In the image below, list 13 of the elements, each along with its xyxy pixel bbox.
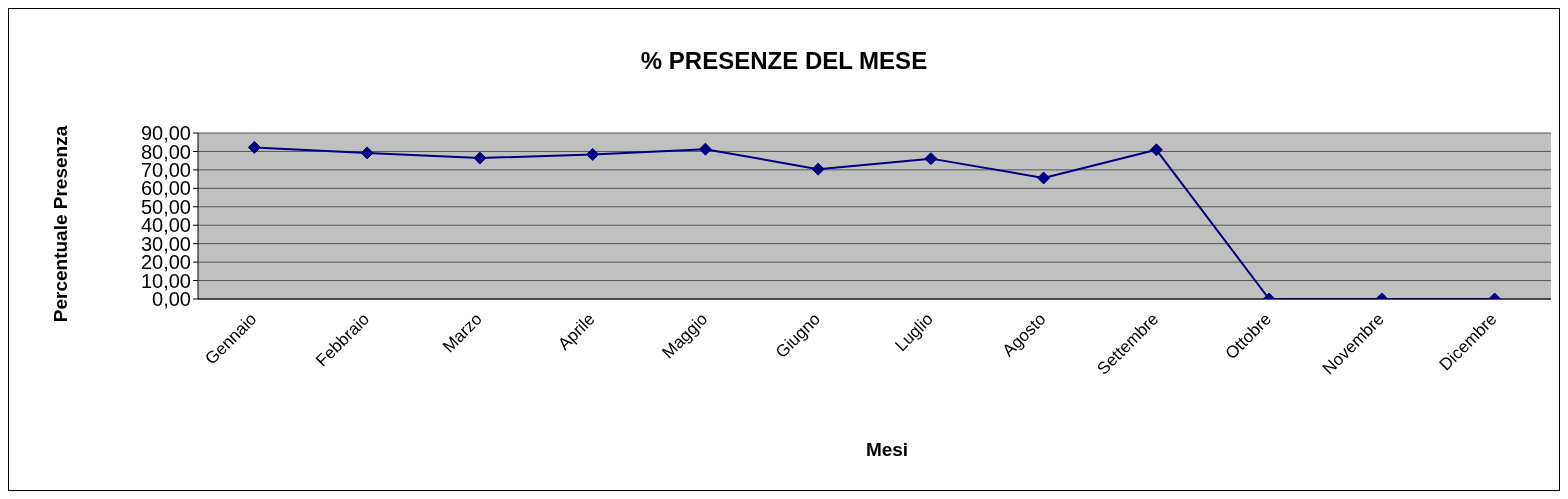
x-axis-title: Mesi <box>864 439 910 461</box>
chart-title: % PRESENZE DEL MESE <box>639 47 929 75</box>
point <box>1149 143 1163 157</box>
point <box>473 151 487 165</box>
point <box>1037 171 1051 185</box>
point <box>811 162 825 176</box>
point <box>698 142 712 156</box>
point <box>586 147 600 161</box>
y-tick-label: 90,00 <box>140 122 191 145</box>
point <box>360 146 374 160</box>
point <box>924 152 938 166</box>
y-axis-title: Percentuale Presenza <box>50 125 72 323</box>
point <box>247 140 261 154</box>
